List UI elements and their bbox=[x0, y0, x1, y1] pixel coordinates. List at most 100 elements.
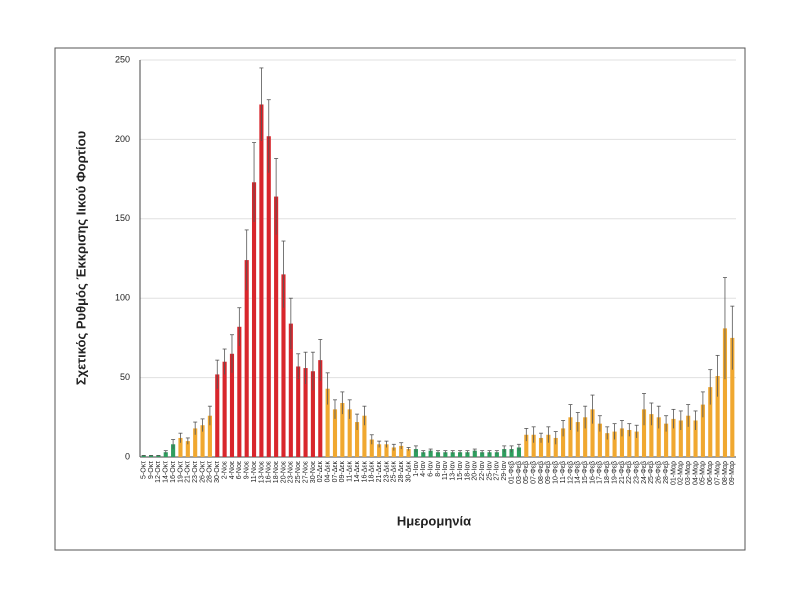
x-tick-label: 15-Ιαν bbox=[457, 461, 464, 481]
bar bbox=[332, 409, 338, 457]
x-tick-label: 4-Νοε bbox=[229, 461, 236, 479]
x-tick-label: 07-Φεβ bbox=[530, 461, 537, 484]
bar bbox=[678, 420, 683, 457]
x-tick-label: 25-Ιαν bbox=[486, 461, 493, 481]
x-tick-label: 23-Οκτ bbox=[192, 461, 199, 483]
bar bbox=[288, 323, 293, 457]
bar bbox=[266, 136, 271, 457]
x-tick-label: 18-Ιαν bbox=[464, 461, 471, 481]
y-axis-title: Σχετικός Ρυθμός Έκκρισης Ιικού Φορτίου bbox=[73, 130, 88, 385]
bar bbox=[656, 417, 661, 457]
bar bbox=[671, 418, 676, 457]
bar bbox=[693, 420, 698, 457]
x-tick-label: 10-Φεβ bbox=[553, 461, 560, 484]
bar bbox=[347, 409, 352, 457]
x-tick-label: 9-Οκτ bbox=[148, 461, 155, 479]
bar bbox=[296, 366, 301, 457]
bar bbox=[391, 447, 396, 457]
bar bbox=[185, 441, 190, 457]
x-axis-title: Ημερομηνία bbox=[397, 513, 471, 528]
bar bbox=[612, 431, 617, 457]
x-tick-label: 15-Φεβ bbox=[582, 461, 589, 484]
x-tick-label: 14-Φεβ bbox=[575, 461, 582, 484]
x-tick-label: 18-Δεκ bbox=[369, 461, 376, 483]
bar bbox=[178, 437, 183, 457]
x-tick-label: 20-Νοε bbox=[280, 461, 287, 483]
x-tick-label: 22-Ιαν bbox=[479, 461, 486, 481]
bar bbox=[377, 444, 382, 457]
bar bbox=[229, 353, 235, 457]
bar bbox=[222, 361, 227, 457]
x-tick-label: 01-Φεβ bbox=[508, 461, 515, 484]
x-tick-label: 12-Οκτ bbox=[155, 461, 162, 483]
x-tick-label: 6-Νοε bbox=[236, 461, 243, 479]
x-tick-label: 5-Οκτ bbox=[141, 461, 148, 479]
bar bbox=[715, 376, 720, 457]
x-tick-label: 21-Οκτ bbox=[185, 461, 192, 483]
x-tick-label: 11-Δεκ bbox=[347, 461, 354, 482]
bar bbox=[244, 260, 249, 457]
bar bbox=[641, 409, 647, 457]
x-tick-label: 07-Δεκ bbox=[332, 461, 339, 483]
bar bbox=[487, 452, 492, 457]
x-tick-label: 04-Μαρ bbox=[692, 461, 699, 485]
x-tick-label: 12-Φεβ bbox=[567, 461, 574, 484]
bar bbox=[472, 450, 477, 457]
x-tick-label: 19-Οκτ bbox=[177, 461, 184, 483]
bar bbox=[575, 422, 580, 457]
bar bbox=[163, 452, 168, 457]
x-tick-label: 25-Νοε bbox=[295, 461, 302, 483]
bar bbox=[251, 182, 257, 457]
bar bbox=[516, 447, 521, 457]
y-tick-label: 150 bbox=[115, 213, 130, 223]
y-tick-label: 100 bbox=[115, 293, 130, 303]
bar bbox=[156, 455, 161, 457]
x-tick-label: 22-Φεβ bbox=[626, 461, 633, 484]
x-tick-label: 23-Δεκ bbox=[383, 461, 390, 483]
x-tick-label: 30-Οκτ bbox=[214, 461, 221, 483]
x-tick-label: 09-Δεκ bbox=[339, 461, 346, 483]
bar bbox=[664, 423, 669, 457]
bar bbox=[583, 417, 588, 457]
bar bbox=[568, 417, 573, 457]
x-tick-label: 26-Φεβ bbox=[656, 461, 663, 484]
x-tick-label: 17-Φεβ bbox=[597, 461, 604, 484]
x-tick-label: 11-Ιαν bbox=[442, 461, 449, 481]
x-tick-label: 8-Ιαν bbox=[435, 461, 442, 477]
x-tick-label: 4-Ιαν bbox=[420, 461, 427, 477]
x-tick-label: 14-Δεκ bbox=[354, 461, 361, 483]
x-tick-label: 16-Νοε bbox=[266, 461, 273, 483]
x-tick-label: 21-Φεβ bbox=[619, 461, 626, 484]
x-tick-label: 04-Δεκ bbox=[324, 461, 331, 483]
y-tick-label: 250 bbox=[115, 54, 130, 64]
bar bbox=[200, 425, 205, 457]
x-tick-label: 28-Οκτ bbox=[207, 461, 214, 483]
x-tick-label: 02-Δεκ bbox=[317, 461, 324, 483]
x-tick-label: 07-Μαρ bbox=[714, 461, 721, 485]
bar bbox=[215, 374, 220, 457]
x-tick-label: 1-Ιαν bbox=[413, 461, 420, 477]
x-tick-label: 28-Δεκ bbox=[398, 461, 405, 483]
bar bbox=[450, 452, 455, 457]
bar bbox=[406, 449, 411, 457]
bar bbox=[310, 371, 315, 457]
x-tick-label: 13-Ιαν bbox=[450, 461, 457, 481]
bar bbox=[605, 433, 610, 457]
bar bbox=[590, 409, 595, 457]
x-tick-label: 08-Μαρ bbox=[722, 461, 729, 485]
bar bbox=[480, 452, 485, 457]
x-tick-label: 14-Οκτ bbox=[163, 461, 170, 483]
x-tick-label: 05-Φεβ bbox=[523, 461, 530, 484]
bar bbox=[546, 434, 551, 457]
bar bbox=[730, 337, 735, 457]
x-tick-label: 25-Δεκ bbox=[391, 461, 398, 483]
bar bbox=[435, 452, 441, 457]
x-tick-label: 05-Μαρ bbox=[700, 461, 707, 485]
bar bbox=[148, 455, 154, 457]
x-tick-label: 11-Φεβ bbox=[560, 461, 567, 483]
x-tick-label: 26-Οκτ bbox=[199, 461, 206, 483]
x-tick-label: 2-Νοε bbox=[221, 461, 228, 479]
x-tick-label: 18-Φεβ bbox=[604, 461, 611, 484]
bar bbox=[399, 445, 404, 457]
